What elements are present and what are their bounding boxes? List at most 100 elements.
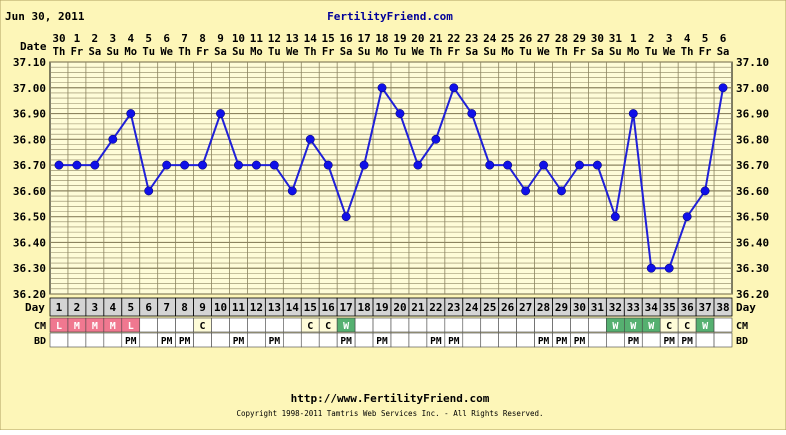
weekday-label: Su xyxy=(232,46,245,58)
temperature-point xyxy=(269,160,279,170)
weekday-label: Sa xyxy=(89,46,102,58)
date-label: 5 xyxy=(145,32,152,45)
bd-value: PM xyxy=(538,336,550,347)
date-label: 25 xyxy=(501,32,514,45)
day-number: 23 xyxy=(447,301,460,314)
bd-cell xyxy=(408,332,428,348)
bd-cell xyxy=(516,332,535,348)
bd-cell xyxy=(695,332,715,348)
bd-cell xyxy=(354,332,374,348)
weekday-label: We xyxy=(663,46,676,58)
weekday-label: Th xyxy=(53,46,66,58)
day-number: 36 xyxy=(681,301,695,314)
cm-cell xyxy=(265,317,284,333)
date-label: 8 xyxy=(199,32,206,45)
date-label: 14 xyxy=(304,32,318,45)
weekday-label: Su xyxy=(358,46,371,58)
day-number: 5 xyxy=(127,301,134,314)
cm-value: L xyxy=(128,321,134,332)
weekday-label: We xyxy=(537,46,550,58)
weekday-label: Sa xyxy=(717,46,730,58)
day-number: 13 xyxy=(268,301,281,314)
date-label: 7 xyxy=(181,32,188,45)
bd-value: PM xyxy=(430,336,442,347)
cm-value: M xyxy=(74,321,80,332)
temperature-point xyxy=(485,160,495,170)
y-tick-label-right: 36.30 xyxy=(736,262,769,275)
day-number: 38 xyxy=(716,301,729,314)
temperature-point xyxy=(431,134,441,144)
bd-cell xyxy=(713,332,733,348)
day-number: 21 xyxy=(411,301,425,314)
cm-value: C xyxy=(325,321,331,332)
bd-row-label-right: BD xyxy=(736,336,748,347)
bd-row-label: BD xyxy=(34,336,46,347)
weekday-label: Tu xyxy=(142,46,155,58)
day-number: 2 xyxy=(74,301,81,314)
weekday-label: Su xyxy=(106,46,119,58)
bd-value: PM xyxy=(376,336,388,347)
date-label: 10 xyxy=(232,32,245,45)
weekday-label: Th xyxy=(304,46,317,58)
bd-value: PM xyxy=(125,336,137,347)
footer-url: http://www.FertilityFriend.com xyxy=(291,392,490,405)
y-tick-label-left: 37.10 xyxy=(13,56,46,69)
temperature-point xyxy=(341,212,351,222)
temperature-point xyxy=(574,160,584,170)
date-label: 11 xyxy=(250,32,264,45)
weekday-label: Mo xyxy=(376,46,389,58)
y-tick-label-right: 36.90 xyxy=(736,108,769,121)
date-label: 3 xyxy=(110,32,117,45)
bd-cell xyxy=(498,332,517,348)
weekday-label: Sa xyxy=(340,46,353,58)
bd-value: PM xyxy=(161,336,173,347)
bd-cell xyxy=(247,332,266,348)
weekday-label: Th xyxy=(555,46,568,58)
day-number: 16 xyxy=(322,301,336,314)
cm-cell xyxy=(390,317,410,333)
weekday-label: Tu xyxy=(268,46,281,58)
date-label: 4 xyxy=(127,32,134,45)
weekday-label: Tu xyxy=(519,46,532,58)
date-label: 19 xyxy=(393,32,406,45)
cm-value: L xyxy=(56,321,62,332)
cm-cell xyxy=(283,317,302,333)
cm-cell xyxy=(516,317,535,333)
y-tick-label-left: 36.40 xyxy=(13,236,46,249)
weekday-label: Su xyxy=(483,46,496,58)
bd-cell xyxy=(211,332,230,348)
day-number: 35 xyxy=(663,301,676,314)
y-tick-label-left: 36.30 xyxy=(13,262,46,275)
date-label: 13 xyxy=(286,32,299,45)
day-number: 28 xyxy=(537,301,550,314)
cm-cell xyxy=(354,317,374,333)
date-label: 1 xyxy=(630,32,637,45)
y-tick-label-right: 36.40 xyxy=(736,236,769,249)
y-tick-label-left: 36.80 xyxy=(13,133,46,146)
date-label: 26 xyxy=(519,32,533,45)
temperature-point xyxy=(72,160,82,170)
date-label: 12 xyxy=(268,32,281,45)
day-number: 19 xyxy=(375,301,388,314)
footer-copyright: Copyright 1998-2011 Tamtris Web Services… xyxy=(236,409,543,418)
bd-value: PM xyxy=(233,336,245,347)
cm-cell xyxy=(570,317,589,333)
cm-cell xyxy=(175,317,194,333)
temperature-point xyxy=(521,186,531,196)
weekday-label: We xyxy=(160,46,173,58)
y-tick-label-right: 36.80 xyxy=(736,133,769,146)
date-label: 3 xyxy=(666,32,673,45)
cm-cell xyxy=(444,317,464,333)
day-number: 17 xyxy=(340,301,353,314)
bd-cell xyxy=(283,332,302,348)
temperature-point xyxy=(646,263,656,273)
cm-cell xyxy=(372,317,392,333)
weekday-label: Fr xyxy=(322,46,335,58)
day-number: 34 xyxy=(645,301,659,314)
y-tick-label-right: 37.10 xyxy=(736,56,769,69)
day-number: 4 xyxy=(110,301,117,314)
cm-cell xyxy=(211,317,230,333)
bd-cell xyxy=(49,332,69,348)
cm-cell xyxy=(247,317,266,333)
